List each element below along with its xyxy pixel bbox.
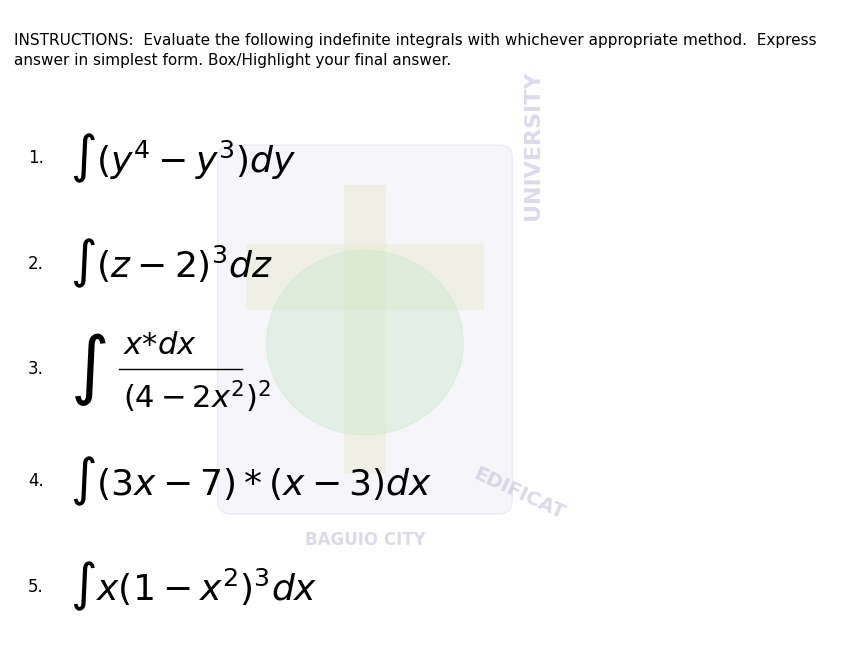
FancyBboxPatch shape xyxy=(245,244,484,310)
Text: 5.: 5. xyxy=(28,577,44,596)
Text: BAGUIO CITY: BAGUIO CITY xyxy=(304,531,425,550)
Text: $\int (y^4 - y^3)dy$: $\int (y^4 - y^3)dy$ xyxy=(70,131,296,185)
Text: 2.: 2. xyxy=(28,254,44,273)
Text: EDIFICAT: EDIFICAT xyxy=(471,465,568,524)
Text: 3.: 3. xyxy=(28,360,44,378)
Text: $\int (3x - 7) * (x - 3)dx$: $\int (3x - 7) * (x - 3)dx$ xyxy=(70,454,433,508)
FancyBboxPatch shape xyxy=(217,145,512,514)
FancyBboxPatch shape xyxy=(344,185,386,474)
Circle shape xyxy=(267,250,463,435)
Text: $\int x(1 - x^2)^3 dx$: $\int x(1 - x^2)^3 dx$ xyxy=(70,559,318,614)
Text: $\int (z - 2)^3 dz$: $\int (z - 2)^3 dz$ xyxy=(70,237,274,291)
Text: INSTRUCTIONS:  Evaluate the following indefinite integrals with whichever approp: INSTRUCTIONS: Evaluate the following ind… xyxy=(14,33,817,68)
Text: 1.: 1. xyxy=(28,149,44,167)
Text: $(4-2x^2)^2$: $(4-2x^2)^2$ xyxy=(123,378,270,415)
Text: UNIVERSITY: UNIVERSITY xyxy=(523,71,543,219)
Text: $x{*}dx$: $x{*}dx$ xyxy=(123,331,197,360)
Text: 4.: 4. xyxy=(28,472,44,490)
Text: $\int$: $\int$ xyxy=(70,331,107,407)
